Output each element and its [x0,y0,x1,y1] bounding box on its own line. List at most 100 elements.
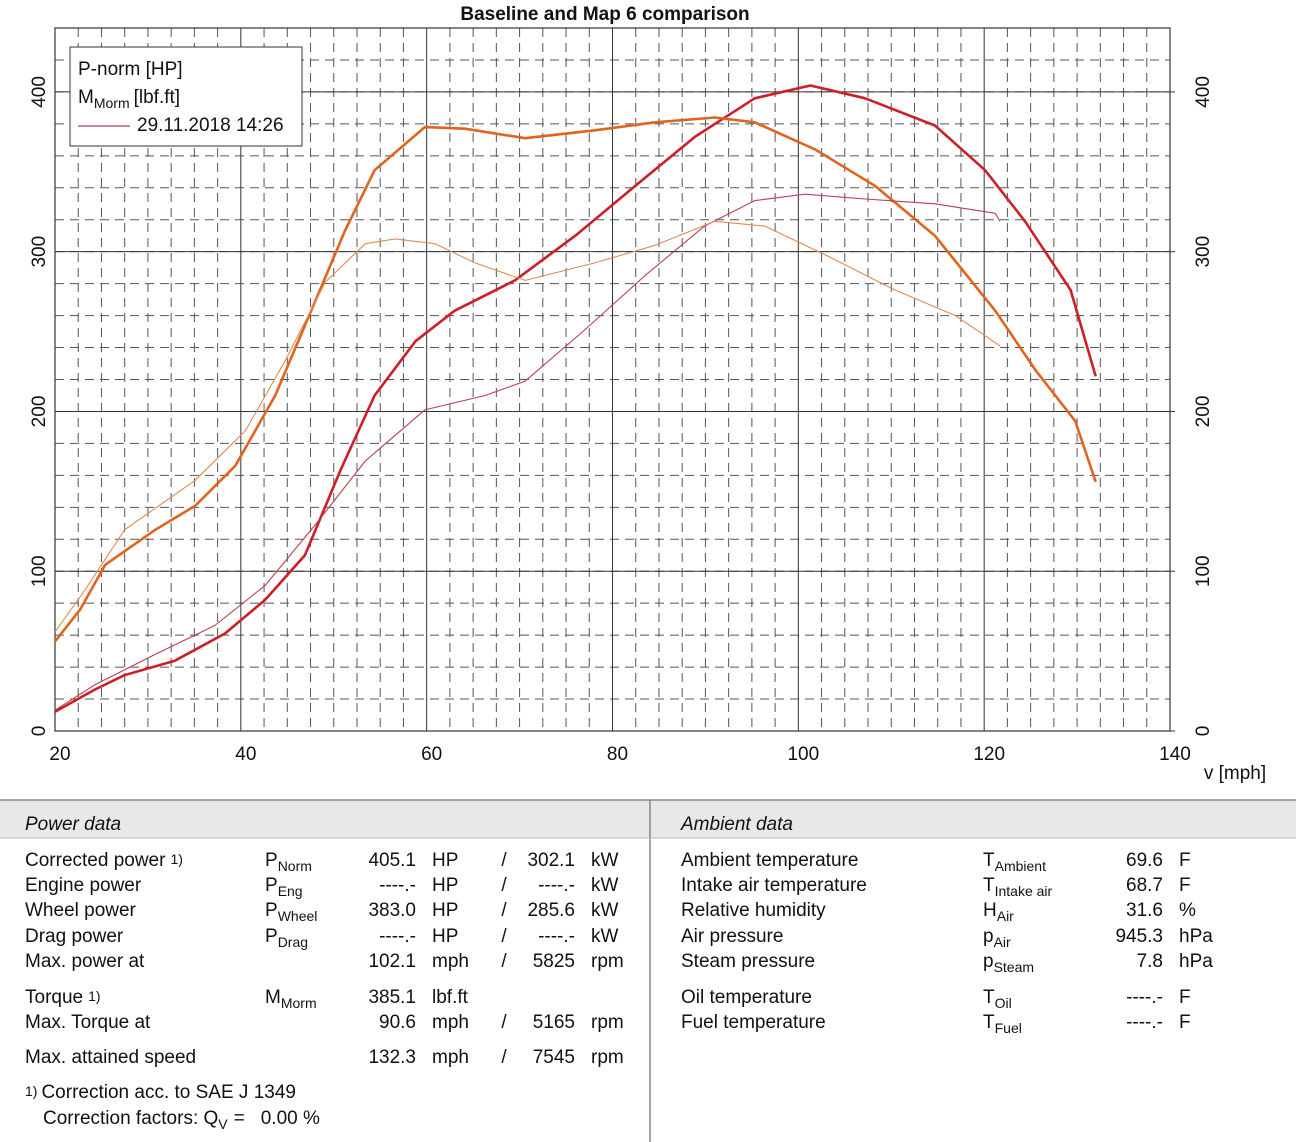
row-symbol: MMorm [265,987,317,1011]
text-part: Max. power at [25,951,145,972]
row-value: 7.8 [1137,951,1163,972]
y-tick-label: 100 [29,555,50,587]
text-part: T [983,987,995,1008]
text-part: [lbf.ft] [134,87,180,108]
row-value: ----.- [379,875,416,896]
row-value: 132.3 [368,1047,416,1068]
text-part: Oil [995,995,1012,1011]
chart-title: Baseline and Map 6 comparison [460,4,749,25]
x-tick-label: 120 [973,744,1005,765]
row-label: Max. Torque at [25,1012,151,1033]
row-unit2: rpm [591,951,624,972]
x-tick-label: 60 [421,744,442,765]
row-label: Intake air temperature [681,875,867,896]
text-part: p [983,926,994,947]
text-part: Corrected power [25,850,166,871]
row-label: Fuel temperature [681,1012,826,1033]
text-part: Eng [278,883,303,899]
text-part: Drag power [25,926,124,947]
row-symbol: TOil [983,987,1012,1011]
row-unit2: kW [591,875,619,896]
row-value2: 7545 [533,1047,575,1068]
text-part: H [983,900,997,921]
text-part: Air [997,908,1014,924]
row-symbol: pSteam [983,951,1034,975]
x-tick-label: 40 [235,744,256,765]
row-separator: / [501,926,507,947]
text-part: Max. attained speed [25,1047,196,1068]
row-unit: HP [432,926,458,947]
text-part: Steam [994,959,1034,975]
row-label: Relative humidity [681,900,826,921]
row-unit: HP [432,850,458,871]
text-part: Correction acc. to SAE J 1349 [41,1082,296,1103]
x-tick-label: 80 [607,744,628,765]
row-unit: lbf.ft [432,987,469,1008]
row-separator: / [501,1047,507,1068]
text-part: P [265,875,278,896]
series-line [54,220,1001,633]
text-part: Correction factors: Q [43,1108,218,1129]
text-part: Wheel power [25,900,137,921]
row-unit: HP [432,900,458,921]
text-part: 1) [88,988,100,1004]
text-part: P-norm [HP] [78,59,183,80]
row-value: 31.6 [1126,900,1163,921]
row-value: 945.3 [1115,926,1163,947]
text-part: 1) [170,851,182,867]
row-separator: / [501,951,507,972]
text-part: T [983,850,995,871]
text-part: Wheel [278,908,318,924]
series-line [54,84,1097,713]
row-separator: / [501,850,507,871]
text-part: Engine power [25,875,142,896]
row-value2: 285.6 [527,900,575,921]
section-title: Power data [25,814,121,835]
row-label: Engine power [25,875,142,896]
row-value: 385.1 [368,987,416,1008]
row-label: Wheel power [25,900,137,921]
row-value: 69.6 [1126,850,1163,871]
row-unit: hPa [1179,926,1213,947]
legend-entry: 29.11.2018 14:26 [137,115,284,136]
row-label: Corrected power 1) [25,850,183,871]
y2-tick-label: 0 [1193,726,1214,737]
row-label: Max. attained speed [25,1047,196,1068]
row-unit2: kW [591,900,619,921]
text-part: 0.00 % [261,1108,320,1129]
row-unit: mph [432,1047,469,1068]
text-part: P [265,900,278,921]
x-axis-label: v [mph] [1204,763,1266,784]
y-tick-label: 300 [29,236,50,268]
row-value: 68.7 [1126,875,1163,896]
text-part: P [265,926,278,947]
row-value: 405.1 [368,850,416,871]
row-symbol: TAmbient [983,850,1046,874]
text-part: Max. Torque at [25,1012,151,1033]
row-value2: 302.1 [527,850,575,871]
row-label: Steam pressure [681,951,815,972]
text-part: M [78,87,94,108]
plot-frame [54,27,1171,732]
series-line [54,193,1001,711]
text-part: 29.11.2018 14:26 [137,115,284,136]
row-value2: 5165 [533,1012,575,1033]
y2-tick-label: 300 [1193,236,1214,268]
row-unit: F [1179,850,1191,871]
row-label: Torque 1) [25,987,101,1008]
text-part: Drag [278,934,308,950]
text-part: Ambient [995,858,1046,874]
row-unit: hPa [1179,951,1213,972]
row-unit2: rpm [591,1047,624,1068]
row-value: 383.0 [368,900,416,921]
row-symbol: PWheel [265,900,317,924]
section-title: Ambient data [680,814,793,835]
row-separator: / [501,1012,507,1033]
row-value: ----.- [1126,987,1163,1008]
text-part: Morm [94,95,130,111]
x-tick-label: 140 [1159,744,1191,765]
row-symbol: PEng [265,875,303,899]
text-part: p [983,951,994,972]
row-symbol: PNorm [265,850,312,874]
text-part: Fuel [995,1020,1022,1036]
